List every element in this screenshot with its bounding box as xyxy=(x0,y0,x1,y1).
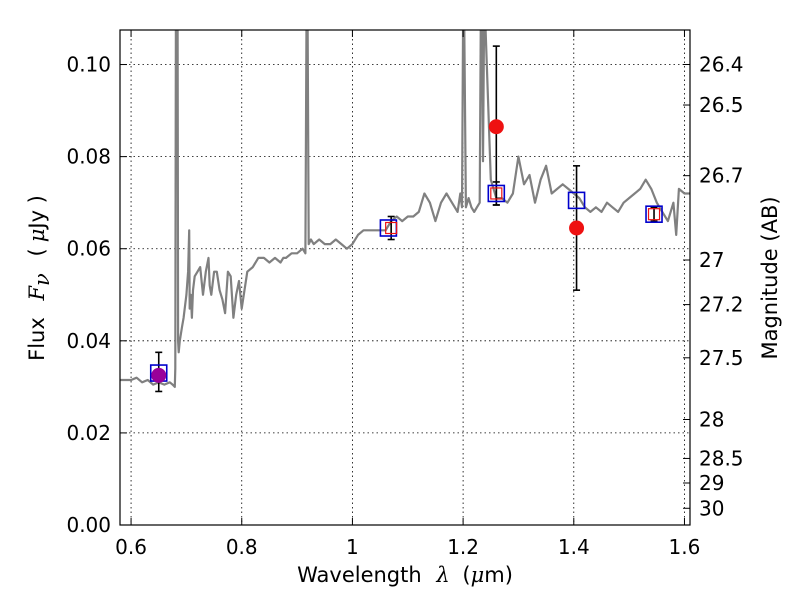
x-tick-label: 1 xyxy=(346,535,359,559)
plot-background xyxy=(120,30,690,525)
y-tick-labels: 0.00 0.02 0.04 0.06 0.08 0.10 xyxy=(66,53,111,537)
y2-tick-label: 28 xyxy=(699,408,724,432)
y2-tick-label: 29 xyxy=(699,471,724,495)
model-spectrum-line xyxy=(120,30,690,388)
axis-ticks xyxy=(120,30,690,526)
x-axis-title-unit-mu: μ xyxy=(471,563,485,587)
x-tick-label: 1.2 xyxy=(447,535,479,559)
plot-frame xyxy=(119,29,691,526)
observed-inner-square-marker xyxy=(647,208,661,221)
y-axis-title-symbol: F xyxy=(25,285,49,302)
y-tick-label: 0.00 xyxy=(66,513,111,537)
y-tick-label: 0.08 xyxy=(66,145,111,169)
synthetic-square-marker xyxy=(487,184,506,203)
synthetic-square-marker xyxy=(567,191,586,210)
y2-tick-label: 27.5 xyxy=(699,346,744,370)
y-axis-title-unit-mu: μ xyxy=(25,229,49,243)
y-tick-label: 0.02 xyxy=(66,421,111,445)
observed-inner-square-marker xyxy=(385,221,398,235)
y2-axis-title: Magnitude (AB) xyxy=(758,196,782,359)
y-axis-title-unit-rest: Jy ) xyxy=(25,195,49,231)
x-axis-title: Wavelength λ (μm) xyxy=(297,563,513,587)
observed-dot-marker xyxy=(488,119,504,135)
synthetic-square-marker xyxy=(645,205,663,223)
y2-tick-label: 26.4 xyxy=(699,53,744,77)
x-tick-label: 0.8 xyxy=(226,535,258,559)
y-tick-label: 0.04 xyxy=(66,329,111,353)
y-tick-label: 0.10 xyxy=(66,53,111,77)
x-axis-title-unit-rest: m) xyxy=(484,563,513,587)
y2-tick-label: 30 xyxy=(699,496,724,520)
y-axis-title-prefix: Flux xyxy=(25,317,49,361)
y2-tick-label: 27 xyxy=(699,248,724,272)
y2-tick-label: 27.2 xyxy=(699,293,744,317)
x-tick-labels: 0.6 0.8 1 1.2 1.4 1.6 xyxy=(115,535,700,559)
x-tick-label: 1.6 xyxy=(669,535,701,559)
y-tick-label: 0.06 xyxy=(66,237,111,261)
y2-tick-label: 26.5 xyxy=(699,93,744,117)
x-axis-title-unit-open: ( xyxy=(462,563,470,587)
x-axis-title-prefix: Wavelength xyxy=(297,563,422,587)
x-tick-label: 1.4 xyxy=(558,535,590,559)
observed-dot-marker xyxy=(569,220,585,236)
x-tick-label: 0.6 xyxy=(115,535,147,559)
y2-tick-label: 28.5 xyxy=(699,446,744,470)
y-axis-title: Flux Fν ( μJy ) xyxy=(25,195,54,361)
marker-group xyxy=(149,119,663,383)
y-axis-title-subscript: ν xyxy=(30,273,54,286)
y-axis-title-unit-open: ( xyxy=(25,248,49,256)
observed-inner-square-marker xyxy=(490,187,503,200)
y2-tick-label: 26.7 xyxy=(699,164,744,188)
model-spectrum-group xyxy=(120,30,690,388)
x-axis-title-symbol: λ xyxy=(435,563,449,587)
combined-dot-marker xyxy=(151,367,167,383)
